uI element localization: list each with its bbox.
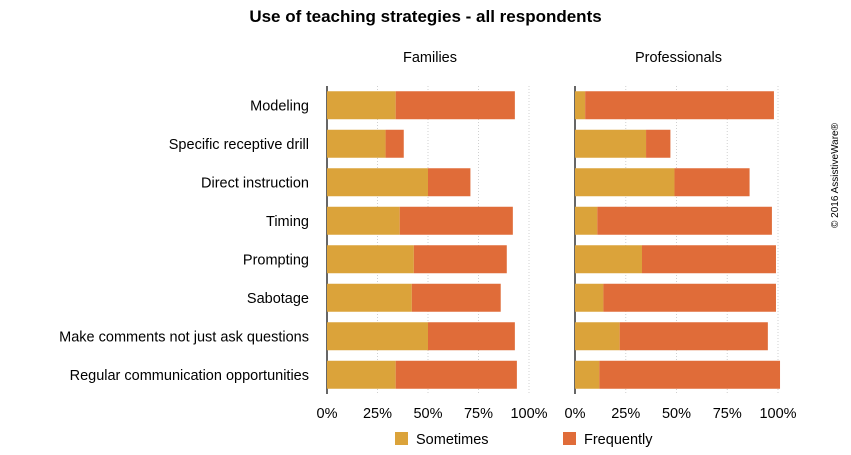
legend-swatch: [395, 432, 408, 445]
category-label: Make comments not just ask questions: [59, 329, 309, 345]
bar-segment: [428, 322, 515, 351]
bar-segment: [327, 360, 396, 389]
panel-title: Families: [403, 50, 457, 66]
bar-segment: [395, 91, 515, 120]
bar-segment: [327, 168, 428, 197]
tick-label: 0%: [565, 406, 586, 422]
bar-segment: [575, 129, 647, 158]
bar-segment: [575, 360, 600, 389]
bar-segment: [575, 322, 620, 351]
bar-segment: [399, 206, 513, 235]
bar-segment: [597, 206, 772, 235]
tick-label: 0%: [317, 406, 338, 422]
chart-title: Use of teaching strategies - all respond…: [249, 7, 602, 26]
bar-segment: [385, 129, 404, 158]
bar-segment: [327, 322, 428, 351]
tick-label: 100%: [759, 406, 796, 422]
legend-label: Sometimes: [416, 432, 489, 448]
bar-segment: [575, 168, 675, 197]
tick-label: 50%: [662, 406, 691, 422]
category-label: Sabotage: [247, 291, 309, 307]
bar-segment: [327, 245, 414, 274]
bar-segment: [575, 91, 586, 120]
legend-label: Frequently: [584, 432, 653, 448]
legend-swatch: [563, 432, 576, 445]
tick-label: 25%: [611, 406, 640, 422]
bar-segment: [428, 168, 471, 197]
category-label: Specific receptive drill: [169, 137, 309, 153]
category-label: Timing: [266, 214, 309, 230]
tick-label: 25%: [363, 406, 392, 422]
category-label: Modeling: [250, 98, 309, 114]
bar-segment: [327, 206, 400, 235]
bar-segment: [641, 245, 776, 274]
bar-segment: [575, 283, 604, 312]
bar-segment: [646, 129, 671, 158]
bar-segment: [413, 245, 507, 274]
bar-segment: [674, 168, 750, 197]
category-label: Prompting: [243, 252, 309, 268]
category-label: Regular communication opportunities: [70, 368, 309, 384]
copyright-text: © 2016 AssistiveWare®: [830, 123, 841, 228]
bar-segment: [575, 206, 598, 235]
tick-label: 50%: [413, 406, 442, 422]
bar-segment: [599, 360, 781, 389]
panel-title: Professionals: [635, 50, 722, 66]
category-label: Direct instruction: [201, 175, 309, 191]
bar-segment: [585, 91, 774, 120]
bar-segment: [603, 283, 776, 312]
tick-label: 100%: [510, 406, 547, 422]
bar-segment: [619, 322, 768, 351]
bar-segment: [327, 91, 396, 120]
tick-label: 75%: [713, 406, 742, 422]
bar-segment: [327, 283, 412, 312]
bar-segment: [327, 129, 386, 158]
tick-label: 75%: [464, 406, 493, 422]
bar-segment: [395, 360, 517, 389]
bar-segment: [575, 245, 642, 274]
bar-segment: [411, 283, 501, 312]
